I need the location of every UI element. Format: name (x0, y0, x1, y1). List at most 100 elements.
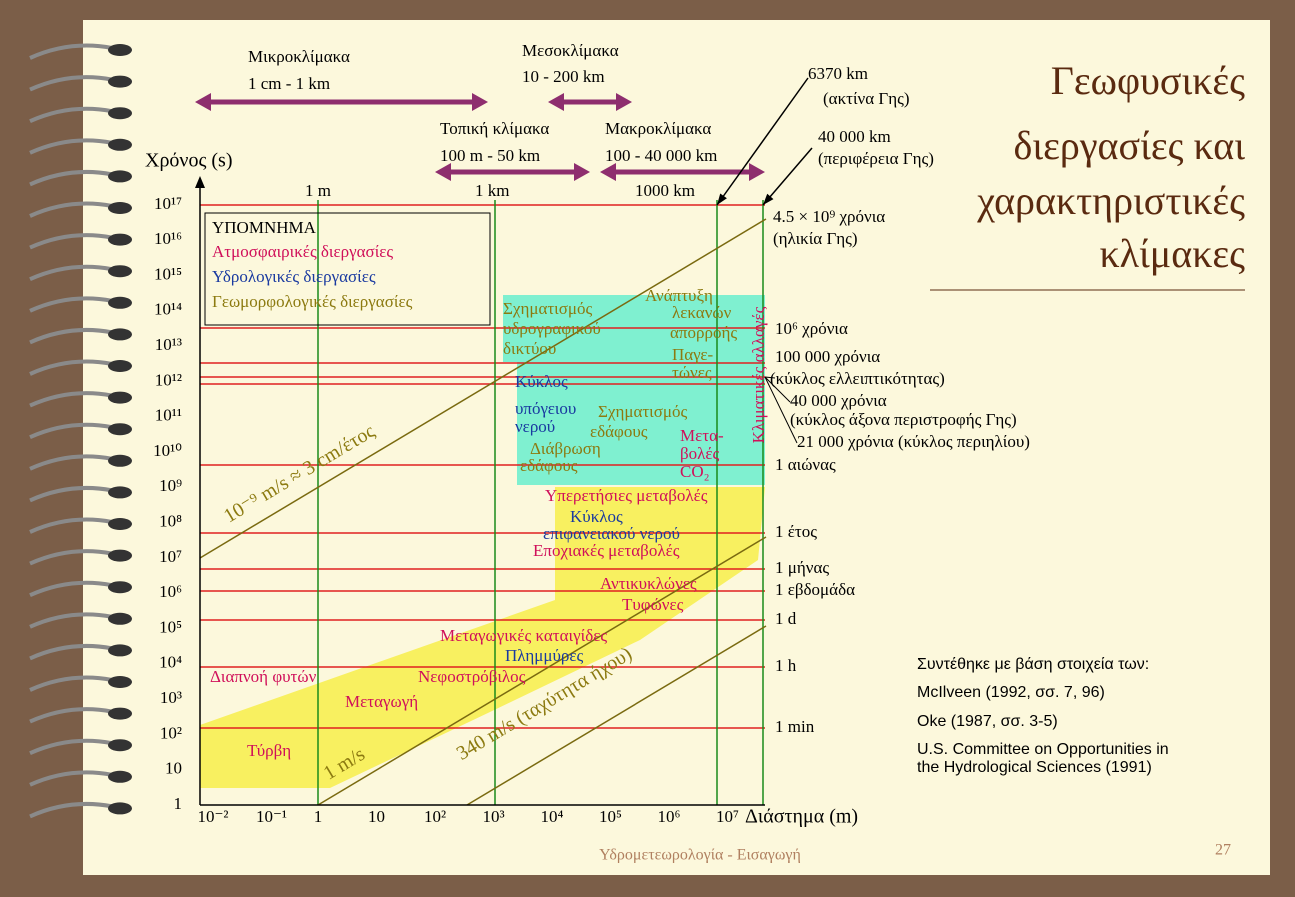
page-number: 27 (1215, 842, 1231, 859)
process-label: λεκανών (672, 303, 732, 322)
scale-range: 1 cm - 1 km (248, 74, 330, 93)
length-mark: 1000 km (635, 181, 695, 200)
ring-hole (108, 708, 132, 720)
time-mark: 1 h (775, 656, 797, 675)
time-mark: 100 000 χρόνια (775, 347, 880, 366)
y-tick-label: 1 (174, 794, 183, 813)
x-tick-label: 10³ (482, 807, 504, 826)
process-label: απορροής (670, 323, 737, 342)
length-mark: 1 m (305, 181, 331, 200)
time-mark: (κύκλος άξονα περιστροφής Γης) (790, 410, 1017, 429)
y-tick-label: 10⁹ (159, 476, 182, 495)
process-label: Διαπνοή φυτών (210, 667, 317, 686)
ring-hole (108, 644, 132, 656)
title: διεργασίες και (1014, 123, 1246, 168)
scale-name: Μικροκλίμακα (248, 47, 350, 66)
x-tick-label: 10⁻¹ (256, 807, 287, 826)
length-mark: 1 km (475, 181, 509, 200)
ring-hole (108, 518, 132, 530)
time-mark: 21 000 χρόνια (κύκλος περιηλίου) (797, 432, 1030, 451)
ring-hole (108, 170, 132, 182)
source-item: U.S. Committee on Opportunities in (917, 741, 1169, 758)
process-label: υπόγειου (515, 399, 576, 418)
ring-hole (108, 107, 132, 119)
ring-hole (108, 423, 132, 435)
x-tick-label: 10 (368, 807, 385, 826)
ring-hole (108, 676, 132, 688)
time-mark: (κύκλος ελλειπτικότητας) (770, 369, 945, 388)
process-label: Κύκλος (515, 372, 568, 391)
ring-hole (108, 76, 132, 88)
y-tick-label: 10⁸ (159, 512, 182, 531)
scale-name: Τοπική κλίμακα (440, 119, 549, 138)
title: Γεωφυσικές (1051, 58, 1245, 103)
ring-hole (108, 297, 132, 309)
time-mark: 1 εβδομάδα (775, 580, 855, 599)
legend-title: ΥΠΟΜΝΗΜΑ (212, 218, 317, 237)
ring-hole (108, 455, 132, 467)
earth-value: 40 000 km (818, 127, 891, 146)
y-tick-label: 10¹⁵ (154, 264, 182, 283)
legend-item: Υδρολογικές διεργασίες (212, 267, 376, 286)
ring-hole (108, 802, 132, 814)
y-tick-label: 10¹⁷ (154, 194, 182, 213)
ring-hole (108, 139, 132, 151)
ring-hole (108, 265, 132, 277)
x-tick-label: 10⁴ (541, 807, 564, 826)
title: χαρακτηριστικές (976, 178, 1245, 223)
process-label: Μετα- (680, 426, 724, 445)
y-tick-label: 10¹⁶ (154, 229, 182, 248)
sources-intro: Συντέθηκε με βάση στοιχεία των: (917, 656, 1149, 673)
time-mark: 1 έτος (775, 522, 817, 541)
scale-name: Μακροκλίμακα (605, 119, 711, 138)
process-label: νερού (515, 417, 555, 436)
y-tick-label: 10 (165, 759, 182, 778)
process-label: βολές (680, 444, 720, 463)
x-tick-label: 10⁶ (658, 807, 681, 826)
process-label: Μεταγωγή (345, 692, 418, 711)
ring-hole (108, 234, 132, 246)
title: κλίμακες (1099, 231, 1245, 276)
x-tick-label: 10⁷ (716, 807, 739, 826)
process-label: υδρογραφικού (503, 319, 601, 338)
ring-hole (108, 613, 132, 625)
ring-hole (108, 581, 132, 593)
time-mark: 1 αιώνας (775, 455, 836, 474)
y-tick-label: 10¹⁰ (153, 441, 182, 460)
ring-hole (108, 44, 132, 56)
process-label: Υπερετήσιες μεταβολές (545, 486, 708, 505)
ring-hole (108, 328, 132, 340)
process-label: Κλιματικές αλλαγές (749, 306, 768, 443)
earth-note: (περιφέρεια Γης) (818, 149, 934, 168)
x-tick-label: 1 (314, 807, 323, 826)
time-mark: 10⁶ χρόνια (775, 319, 848, 338)
earth-value: 6370 km (808, 64, 868, 83)
y-tick-label: 10¹³ (155, 335, 182, 354)
y-tick-label: 10¹⁴ (154, 300, 182, 319)
process-label: Μεταγωγικές καταιγίδες (440, 626, 607, 645)
legend-item: Γεωμορφολογικές διεργασίες (212, 292, 413, 311)
legend-item: Ατμοσφαιρικές διεργασίες (212, 242, 393, 261)
y-tick-label: 10² (160, 723, 182, 742)
scale-range: 100 m - 50 km (440, 146, 540, 165)
time-mark: 40 000 χρόνια (790, 391, 887, 410)
x-axis-label: Διάστημα (m) (745, 806, 858, 828)
y-tick-label: 10³ (160, 688, 182, 707)
page: Γεωφυσικές διεργασίες και χαρακτηριστικές κ… (0, 0, 1295, 897)
y-tick-label: 10⁷ (159, 547, 182, 566)
process-label: Τυφώνες (622, 595, 684, 614)
process-label: Αντικυκλώνες (600, 574, 697, 593)
ring-hole (108, 739, 132, 751)
process-label: Εποχιακές μεταβολές (533, 541, 680, 560)
scale-name: Μεσοκλίμακα (522, 41, 619, 60)
ring-hole (108, 360, 132, 372)
process-label: Τύρβη (247, 741, 291, 760)
process-label: Παγε- (672, 345, 714, 364)
time-mark: 1 μήνας (775, 558, 829, 577)
process-label: Σχηματισμός (503, 299, 593, 318)
ring-hole (108, 202, 132, 214)
y-tick-label: 10⁴ (159, 653, 182, 672)
earth-note: (ακτίνα Γης) (823, 89, 910, 108)
ring-hole (108, 771, 132, 783)
time-mark: 4.5 × 10⁹ χρόνια (773, 207, 885, 226)
